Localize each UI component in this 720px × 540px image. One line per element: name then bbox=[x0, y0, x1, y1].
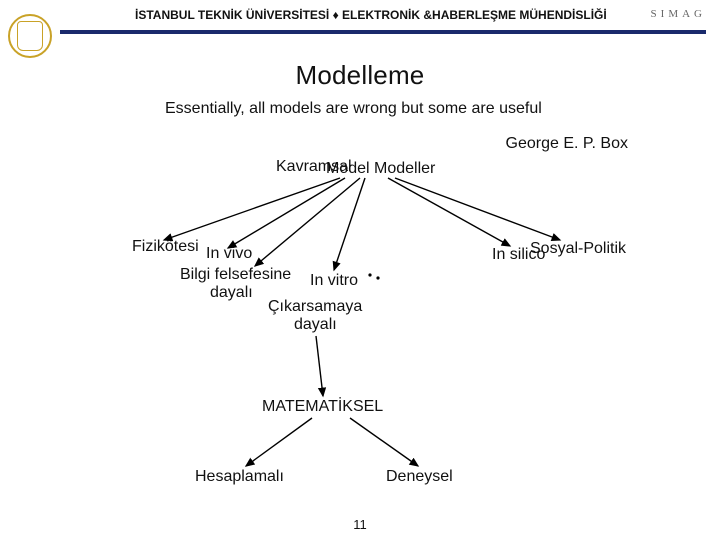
diagram-node-dayali2: dayalı bbox=[294, 316, 337, 334]
page-number: 11 bbox=[0, 517, 720, 532]
header-divider bbox=[60, 30, 706, 34]
logo-inner-shape bbox=[17, 21, 43, 51]
diagram-node-sosyal: Sosyal-Politik bbox=[530, 240, 626, 258]
university-logo-icon bbox=[8, 14, 52, 58]
diagram-node-invivo: In vivo bbox=[206, 245, 252, 263]
slide-title: Modelleme bbox=[0, 60, 720, 91]
diagram-node-invitro: In vitro bbox=[310, 272, 358, 290]
diagram-node-fizik: Fizikötesi bbox=[132, 238, 199, 256]
header-title: İSTANBUL TEKNİK ÜNİVERSİTESİ ♦ ELEKTRONİ… bbox=[135, 8, 607, 22]
diagram-node-cikar: Çıkarsamaya bbox=[268, 298, 362, 316]
diagram-node-dayali1: dayalı bbox=[210, 284, 253, 302]
header-right-label: SIMAG bbox=[651, 8, 706, 20]
quote-text: Essentially, all models are wrong but so… bbox=[165, 100, 542, 118]
diagram-node-deney: Deneysel bbox=[386, 468, 453, 486]
diagram-node-matem: MATEMATİKSEL bbox=[262, 398, 383, 416]
diagram-node-root2: Model Modeller bbox=[326, 160, 435, 178]
diagram-node-hesap: Hesaplamalı bbox=[195, 468, 284, 486]
quote-author: George E. P. Box bbox=[506, 135, 628, 153]
slide-header: İSTANBUL TEKNİK ÜNİVERSİTESİ ♦ ELEKTRONİ… bbox=[0, 8, 720, 42]
diagram-node-bilgi: Bilgi felsefesine bbox=[180, 266, 291, 284]
